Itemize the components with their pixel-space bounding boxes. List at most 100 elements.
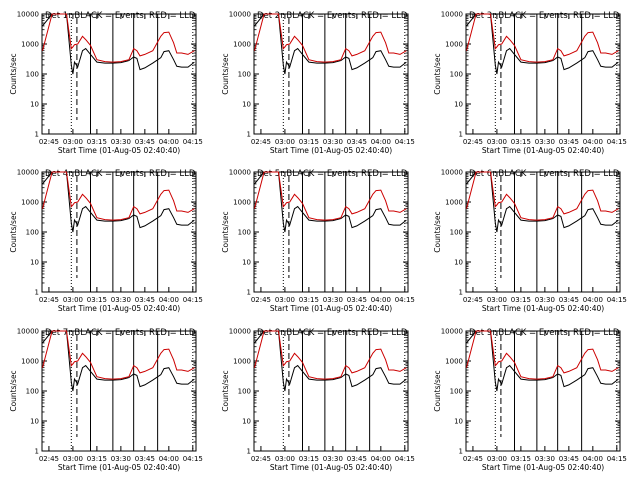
y-axis-label: Counts/sec [433,370,442,411]
chart-panel-9: 1 10 100 1000 10000 02:45 03:00 03:15 03:30 03:45… [433,328,627,473]
series-events-line [42,330,195,392]
y-tick-label: 100 [238,229,251,237]
chart-panel-6: 1 10 100 1000 10000 02:45 03:00 03:15 03:30 03:45… [433,169,627,314]
series-lld-line [466,13,619,63]
y-tick-label: 10 [30,259,39,267]
x-tick-label: 03:30 [535,455,555,463]
x-tick-label: 02:45 [463,296,483,304]
y-tick-label: 100 [26,229,39,237]
y-tick-label: 1000 [21,41,39,49]
chart-title: Det 1r BLACK = Events, RED = LLD [45,11,196,21]
series-lld-line [254,330,407,380]
y-tick-label: 10000 [17,169,39,177]
x-tick-label: 03:45 [559,455,579,463]
chart-title: Det 2r BLACK = Events, RED = LLD [257,11,408,21]
chart-title: Det 9r BLACK = Events, RED = LLD [469,328,620,338]
x-tick-label: 04:15 [395,455,415,463]
series-events-line [466,330,619,392]
x-tick-label: 04:00 [159,138,179,146]
chart-panel-5: 1 10 100 1000 10000 02:45 03:00 03:15 03:30 03:45… [221,169,415,314]
series-events-line [254,171,407,233]
x-tick-label: 03:30 [323,455,343,463]
y-tick-label: 1 [35,448,39,456]
plot-frame [253,13,409,135]
x-tick-label: 04:00 [583,138,603,146]
y-tick-label: 1000 [445,358,463,366]
plot-frame [253,171,409,293]
x-tick-label: 02:45 [39,296,59,304]
series-lld-line [42,330,195,380]
plot-frame [253,330,409,452]
x-tick-label: 04:15 [607,138,627,146]
series-events-line [466,171,619,233]
chart-panel-2: 1 10 100 1000 10000 02:45 03:00 03:15 03:30 03:45… [221,11,415,156]
x-tick-label: 04:15 [183,455,203,463]
y-tick-label: 1000 [21,358,39,366]
y-axis-label: Counts/sec [433,211,442,252]
y-tick-label: 10000 [229,169,251,177]
x-tick-label: 04:15 [183,296,203,304]
x-tick-label: 02:45 [251,455,271,463]
y-tick-label: 1000 [445,199,463,207]
y-tick-label: 10000 [229,328,251,336]
plot-frame [465,171,621,293]
x-tick-label: 03:45 [559,138,579,146]
y-axis-label: Counts/sec [9,53,18,94]
x-tick-label: 03:15 [511,455,531,463]
y-tick-label: 100 [26,388,39,396]
y-axis-label: Counts/sec [221,53,230,94]
y-tick-label: 10000 [441,169,463,177]
y-tick-label: 100 [450,388,463,396]
x-tick-label: 03:15 [299,296,319,304]
y-tick-label: 1 [247,289,251,297]
x-tick-label: 02:45 [39,138,59,146]
y-tick-label: 100 [450,229,463,237]
x-axis-label: Start Time (01-Aug-05 02:40:40) [270,304,392,313]
x-tick-label: 03:45 [135,138,155,146]
y-tick-label: 10 [242,418,251,426]
y-tick-label: 100 [238,388,251,396]
y-tick-label: 1000 [233,199,251,207]
x-tick-label: 04:00 [159,455,179,463]
x-tick-label: 03:00 [275,138,295,146]
x-tick-label: 03:30 [111,138,131,146]
x-tick-label: 02:45 [251,296,271,304]
x-tick-label: 03:45 [347,296,367,304]
x-tick-label: 03:15 [299,455,319,463]
x-tick-label: 04:00 [371,296,391,304]
y-tick-label: 1 [35,289,39,297]
x-tick-label: 04:15 [607,455,627,463]
x-axis-label: Start Time (01-Aug-05 02:40:40) [58,304,180,313]
series-lld-line [42,13,195,63]
y-tick-label: 1000 [21,199,39,207]
y-tick-label: 10000 [441,11,463,19]
x-tick-label: 03:45 [135,455,155,463]
y-tick-label: 1 [459,131,463,139]
y-tick-label: 100 [238,71,251,79]
y-tick-label: 10 [242,101,251,109]
chart-panel-4: 1 10 100 1000 10000 02:45 03:00 03:15 03:30 03:45… [9,169,203,314]
y-axis-label: Counts/sec [433,53,442,94]
chart-title: Det 4r BLACK = Events, RED = LLD [45,169,196,179]
plot-frame [41,330,197,452]
y-tick-label: 10000 [441,328,463,336]
x-tick-label: 03:45 [559,296,579,304]
x-tick-label: 03:15 [299,138,319,146]
chart-title: Det 8r BLACK = Events, RED = LLD [257,328,408,338]
plot-frame [41,171,197,293]
x-tick-label: 03:30 [323,138,343,146]
series-events-line [42,171,195,233]
x-tick-label: 04:15 [395,138,415,146]
x-tick-label: 03:30 [111,296,131,304]
x-tick-label: 03:30 [535,138,555,146]
chart-title: Det 6r BLACK = Events, RED = LLD [469,169,620,179]
chart-title: Det 7r BLACK = Events, RED = LLD [45,328,196,338]
series-events-line [254,330,407,392]
y-tick-label: 1 [35,131,39,139]
x-axis-label: Start Time (01-Aug-05 02:40:40) [482,146,604,155]
x-tick-label: 03:00 [63,296,83,304]
chart-title: Det 3r BLACK = Events, RED = LLD [469,11,620,21]
x-tick-label: 04:00 [159,296,179,304]
x-tick-label: 02:45 [463,138,483,146]
y-axis-label: Counts/sec [221,370,230,411]
